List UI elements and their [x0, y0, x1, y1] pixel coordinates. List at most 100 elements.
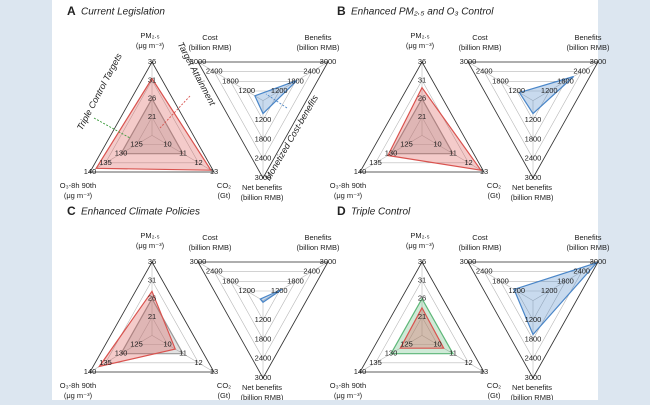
series-area [254, 79, 298, 115]
grid-triangle [104, 279, 200, 364]
frame [467, 61, 599, 179]
tick-label: 125 [130, 339, 143, 348]
annotation-leader [265, 93, 288, 109]
axis-unit: (μg m⁻³) [64, 191, 93, 200]
tick-label: 10 [163, 339, 171, 348]
tick-label: 1200 [238, 286, 255, 295]
tick-label: 125 [400, 139, 413, 148]
tick-label: 11 [179, 349, 187, 358]
axis-unit: (Gt) [488, 191, 501, 200]
spoke [197, 261, 264, 301]
tick-label: 36 [418, 57, 426, 66]
tick-label: 26 [418, 294, 426, 303]
axis-name: CO₂ [487, 381, 501, 390]
tick-label: 2400 [303, 67, 320, 76]
grid-triangle [516, 290, 550, 321]
panel-letter: D [337, 204, 346, 218]
tick-label: 1800 [255, 134, 272, 143]
axis-unit: (billion RMB) [459, 243, 502, 252]
spoke [467, 61, 534, 101]
tick-label: 36 [148, 257, 156, 266]
axis-name: O₃-8h 90th [330, 181, 366, 190]
tick-label: 1200 [508, 286, 525, 295]
tick-label: 2400 [303, 267, 320, 276]
series-area [259, 288, 283, 304]
axis-unit: (μg m⁻³) [334, 191, 363, 200]
tick-label: 3000 [320, 257, 337, 266]
grid-triangle [104, 79, 200, 164]
axis-unit: (billion RMB) [189, 43, 232, 52]
tick-label: 11 [449, 149, 457, 158]
panel: B Enhanced PM₂.₅ and O₃ Control 21 26 31 36 PM… [330, 4, 610, 202]
axis-unit: (billion RMB) [189, 243, 232, 252]
tick-label: 1800 [287, 276, 304, 285]
axis-unit: (μg m⁻³) [136, 41, 165, 50]
axis-unit: (μg m⁻³) [64, 391, 93, 400]
tick-label: 13 [210, 367, 218, 376]
tick-label: 12 [194, 158, 202, 167]
tick-label: 3000 [320, 57, 337, 66]
axis-name: PM₂.₅ [140, 231, 159, 240]
annotation-leader [159, 95, 191, 129]
axis-name: Cost [202, 233, 218, 242]
tick-label: 3000 [460, 57, 477, 66]
axis-name: Net benefits [512, 183, 552, 192]
axis-name: Cost [472, 33, 488, 42]
tick-label: 1800 [492, 276, 509, 285]
tick-label: 21 [148, 112, 156, 121]
spoke [197, 61, 264, 101]
panel: C Enhanced Climate Policies21263136PM₂.₅(… [60, 204, 340, 402]
tick-label: 3000 [190, 57, 207, 66]
tick-label: 2400 [525, 354, 542, 363]
tick-label: 3000 [525, 373, 542, 382]
axis-name: Benefits [574, 33, 601, 42]
tick-label: 31 [148, 275, 156, 284]
tick-label: 2400 [255, 154, 272, 163]
tick-label: 1800 [525, 334, 542, 343]
tick-label: 12 [464, 158, 472, 167]
tick-label: 10 [433, 339, 441, 348]
tick-label: 1800 [557, 276, 574, 285]
grid-triangle [229, 81, 297, 140]
panel-title: Enhanced Climate Policies [81, 207, 200, 218]
tick-label: 2400 [476, 267, 493, 276]
tick-label: 36 [148, 57, 156, 66]
tick-label: 1200 [525, 115, 542, 124]
axis-unit: (billion RMB) [241, 393, 284, 400]
axis-unit: (billion RMB) [567, 43, 610, 52]
tick-label: 130 [115, 149, 128, 158]
tick-label: 21 [148, 312, 156, 321]
tick-label: 1200 [508, 86, 525, 95]
tick-label: 2400 [573, 267, 590, 276]
axis-name: O₃-8h 90th [60, 181, 96, 190]
axis-unit: (μg m⁻³) [406, 241, 435, 250]
grid-triangle [374, 279, 470, 364]
axis-unit: (μg m⁻³) [136, 241, 165, 250]
frame [359, 61, 485, 173]
frame [197, 61, 329, 179]
tick-label: 12 [194, 358, 202, 367]
axis-name: PM₂.₅ [410, 231, 429, 240]
grid-triangle [483, 271, 583, 360]
axis-unit: (μg m⁻³) [406, 41, 435, 50]
tick-label: 10 [433, 139, 441, 148]
frame [467, 261, 599, 379]
axis-unit: (billion RMB) [511, 393, 554, 400]
tick-label: 2400 [525, 154, 542, 163]
axis-name: PM₂.₅ [410, 31, 429, 40]
grid-triangle [374, 79, 470, 164]
spoke [467, 261, 534, 301]
axis-name: Cost [202, 33, 218, 42]
grid-triangle [213, 271, 313, 360]
tick-label: 36 [418, 257, 426, 266]
panel-title: Triple Control [351, 207, 411, 218]
tick-label: 1200 [271, 286, 288, 295]
frame [89, 61, 215, 173]
grid-triangle [135, 116, 169, 145]
tick-label: 1200 [525, 315, 542, 324]
axis-unit: (billion RMB) [511, 193, 554, 202]
grid-triangle [499, 81, 567, 140]
axis-unit: (billion RMB) [297, 243, 340, 252]
tick-label: 11 [449, 349, 457, 358]
tick-label: 130 [385, 149, 398, 158]
